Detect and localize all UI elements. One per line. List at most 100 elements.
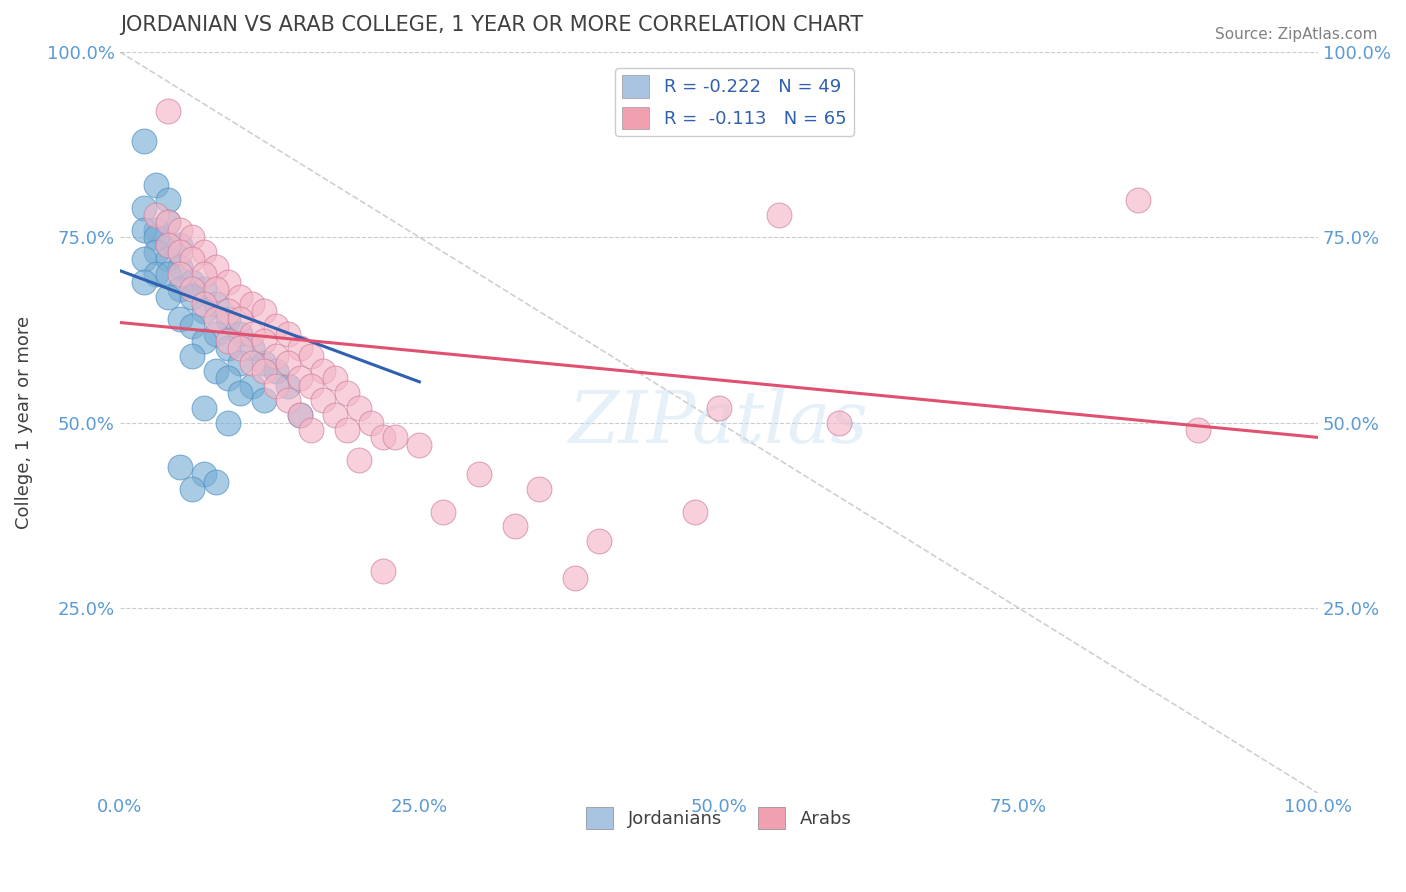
Text: JORDANIAN VS ARAB COLLEGE, 1 YEAR OR MORE CORRELATION CHART: JORDANIAN VS ARAB COLLEGE, 1 YEAR OR MOR… — [120, 15, 863, 35]
Point — [145, 245, 167, 260]
Point — [228, 326, 250, 341]
Point — [252, 356, 274, 370]
Text: Source: ZipAtlas.com: Source: ZipAtlas.com — [1215, 27, 1378, 42]
Point — [217, 342, 239, 356]
Point — [384, 430, 406, 444]
Point — [193, 297, 215, 311]
Point — [193, 245, 215, 260]
Point — [204, 311, 226, 326]
Point — [156, 104, 179, 119]
Point — [193, 282, 215, 296]
Point — [264, 364, 287, 378]
Point — [204, 364, 226, 378]
Point — [828, 416, 851, 430]
Point — [180, 282, 202, 296]
Point — [204, 282, 226, 296]
Point — [132, 252, 155, 267]
Point — [156, 252, 179, 267]
Point — [169, 223, 191, 237]
Point — [228, 356, 250, 370]
Point — [204, 260, 226, 274]
Point — [145, 230, 167, 244]
Point — [240, 342, 263, 356]
Point — [169, 260, 191, 274]
Point — [288, 371, 311, 385]
Point — [503, 519, 526, 533]
Point — [228, 311, 250, 326]
Point — [240, 297, 263, 311]
Point — [312, 393, 335, 408]
Point — [240, 356, 263, 370]
Point — [180, 275, 202, 289]
Point — [156, 289, 179, 303]
Point — [228, 386, 250, 401]
Point — [180, 289, 202, 303]
Point — [325, 371, 347, 385]
Point — [288, 408, 311, 422]
Text: ZIPatlas: ZIPatlas — [569, 387, 869, 458]
Point — [288, 342, 311, 356]
Point — [169, 282, 191, 296]
Point — [204, 297, 226, 311]
Point — [132, 134, 155, 148]
Point — [228, 289, 250, 303]
Point — [683, 505, 706, 519]
Point — [156, 215, 179, 229]
Point — [276, 326, 298, 341]
Point — [360, 416, 382, 430]
Point — [349, 401, 371, 415]
Point — [276, 393, 298, 408]
Point — [156, 267, 179, 281]
Point — [276, 378, 298, 392]
Point — [373, 564, 395, 578]
Point — [193, 467, 215, 482]
Point — [301, 423, 323, 437]
Point — [276, 356, 298, 370]
Point — [132, 201, 155, 215]
Point — [588, 534, 610, 549]
Point — [217, 275, 239, 289]
Point — [768, 208, 790, 222]
Point — [145, 208, 167, 222]
Point — [180, 252, 202, 267]
Point — [252, 334, 274, 348]
Y-axis label: College, 1 year or more: College, 1 year or more — [15, 316, 32, 529]
Point — [432, 505, 454, 519]
Point — [156, 237, 179, 252]
Point — [264, 319, 287, 334]
Point — [217, 334, 239, 348]
Point — [252, 393, 274, 408]
Point — [145, 267, 167, 281]
Point — [217, 311, 239, 326]
Point — [217, 416, 239, 430]
Point — [156, 215, 179, 229]
Point — [180, 319, 202, 334]
Point — [252, 304, 274, 318]
Point — [1187, 423, 1209, 437]
Point — [336, 386, 359, 401]
Point — [193, 401, 215, 415]
Point — [156, 237, 179, 252]
Point — [169, 311, 191, 326]
Point — [264, 378, 287, 392]
Point — [204, 475, 226, 489]
Point — [156, 193, 179, 207]
Point — [373, 430, 395, 444]
Point — [312, 364, 335, 378]
Point — [468, 467, 491, 482]
Point — [349, 452, 371, 467]
Point — [301, 349, 323, 363]
Point — [145, 223, 167, 237]
Point — [1128, 193, 1150, 207]
Point — [252, 364, 274, 378]
Point — [408, 438, 430, 452]
Point — [193, 267, 215, 281]
Point — [240, 378, 263, 392]
Point — [193, 304, 215, 318]
Point — [145, 178, 167, 193]
Point — [132, 275, 155, 289]
Point — [707, 401, 730, 415]
Point — [169, 237, 191, 252]
Point — [204, 326, 226, 341]
Point — [217, 371, 239, 385]
